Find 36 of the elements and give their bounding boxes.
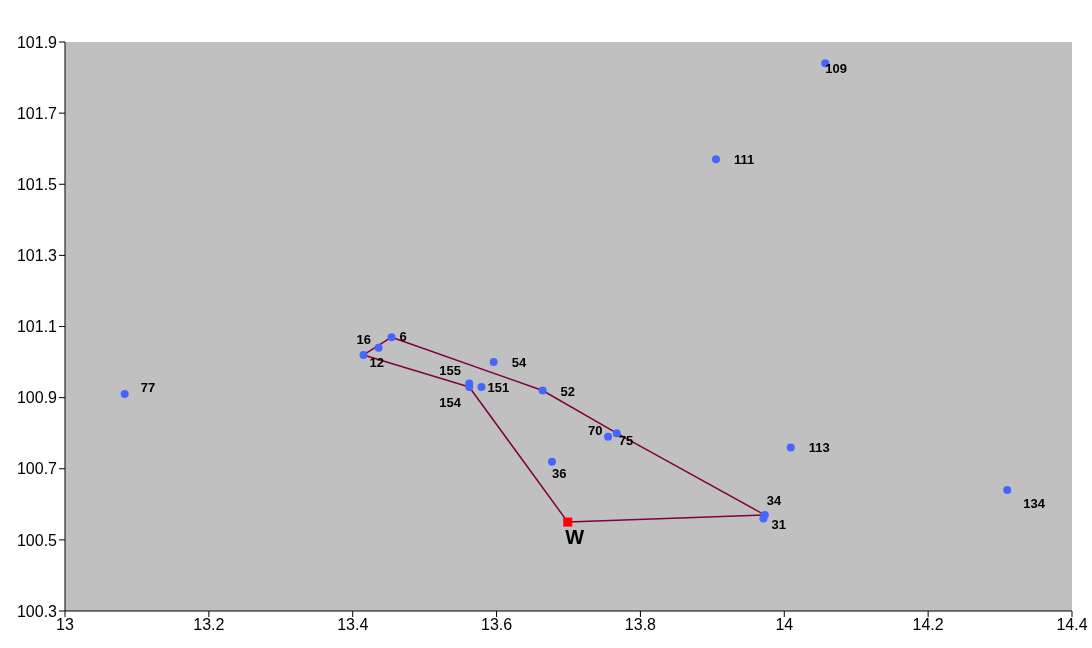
annotation: 54 — [511, 355, 527, 371]
annotation: 134 — [1023, 496, 1046, 512]
annotation: 12 — [369, 354, 384, 370]
y-tick-label: 101.3 — [16, 247, 58, 265]
annotation: 109 — [825, 61, 847, 77]
annotation: 154 — [439, 394, 462, 410]
annotation: 52 — [560, 383, 576, 399]
x-tick-label: 14.4 — [1056, 616, 1088, 634]
y-tick-label: 101.9 — [16, 33, 58, 51]
annotation: 36 — [551, 465, 567, 481]
x-tick-label: 14.2 — [912, 616, 944, 634]
y-tick-label: 100.3 — [16, 602, 58, 620]
series-label: W — [565, 525, 585, 548]
y-tick-label: 100.5 — [16, 531, 58, 549]
y-tick-label: 100.9 — [16, 389, 58, 407]
annotation: 111 — [733, 152, 755, 168]
annotation: 77 — [140, 380, 156, 396]
annotation: 6 — [399, 329, 407, 345]
x-tick-label: 13.6 — [481, 616, 513, 634]
x-tick-label: 13.2 — [193, 616, 225, 634]
y-tick-label: 101.5 — [16, 175, 58, 193]
annotation: 155 — [439, 363, 461, 379]
annotation: 113 — [808, 440, 830, 456]
y-tick-label: 101.1 — [16, 318, 58, 336]
annotation: 151 — [487, 379, 510, 395]
annotation: 16 — [356, 331, 372, 347]
x-tick-label: 13.4 — [337, 616, 369, 634]
annotation: 75 — [618, 433, 634, 449]
x-tick-label: 13 — [56, 616, 74, 634]
y-tick-label: 101.7 — [16, 104, 58, 122]
x-tick-label: 13.8 — [624, 616, 657, 634]
x-tick-label: 14 — [775, 616, 794, 634]
annotation: 34 — [766, 492, 783, 508]
annotation: 70 — [588, 422, 603, 438]
y-tick-label: 100.7 — [16, 460, 58, 478]
annotation: 31 — [771, 516, 786, 532]
